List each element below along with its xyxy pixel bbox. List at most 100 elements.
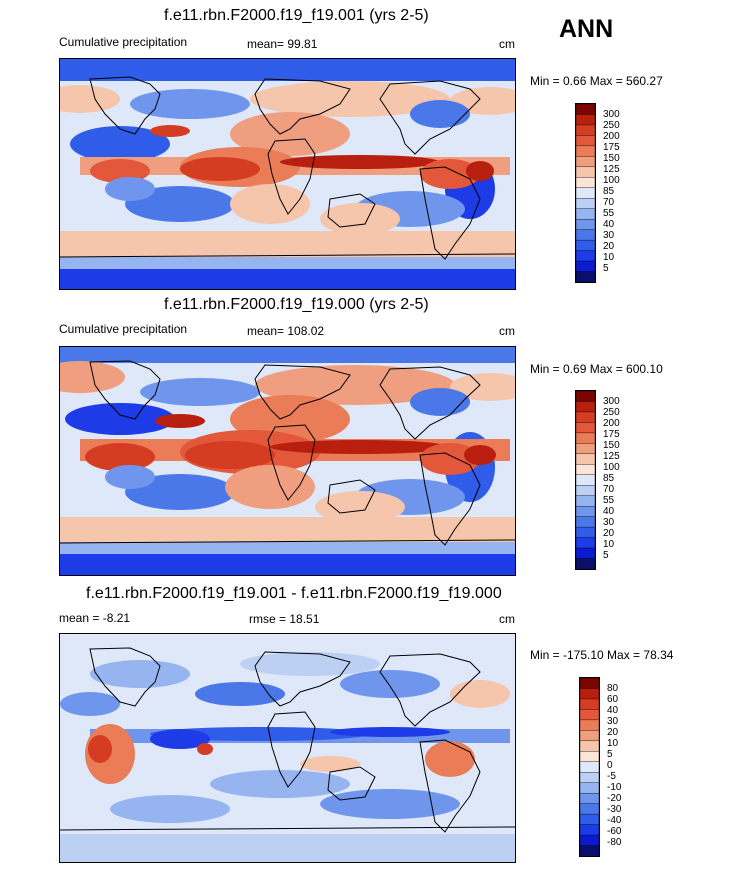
panel-2-cb-label: 10: [603, 539, 615, 550]
season-label: ANN: [559, 15, 614, 43]
colorbar-swatch: [575, 505, 596, 518]
colorbar-swatch: [575, 124, 596, 137]
colorbar-swatch: [579, 813, 600, 826]
colorbar-swatch: [575, 156, 596, 168]
panel-1-map-field: [60, 59, 515, 289]
panel-3-cb-label: 5: [607, 749, 613, 760]
panel-2-cb-label: 125: [603, 451, 620, 462]
panel-3-mean-label: mean = -8.21: [59, 611, 131, 625]
colorbar-swatch: [575, 103, 596, 116]
panel-1-colorbar-swatches: [575, 103, 596, 283]
colorbar-swatch: [575, 432, 596, 445]
panel-2-cb-label: 300: [603, 396, 620, 407]
panel-3-minmax: Min = -175.10 Max = 78.34: [530, 648, 674, 662]
panel-1-cb-label: 85: [603, 186, 615, 197]
panel-3-map-field: [60, 634, 515, 862]
panel-2-mean-label: mean= 108.02: [247, 324, 325, 338]
panel-3-cb-label: 0: [607, 760, 613, 771]
panel-2-cb-label: 100: [603, 462, 620, 473]
colorbar-swatch: [575, 114, 596, 126]
colorbar-swatch: [575, 537, 596, 549]
panel-2-cb-label: 55: [603, 495, 615, 506]
colorbar-swatch: [575, 166, 596, 178]
colorbar-swatch: [575, 443, 596, 455]
panel-2-cb-label: 70: [603, 484, 615, 495]
panel-1-cb-label: 175: [603, 142, 620, 153]
panel-3-rmse-label: rmse = 18.51: [249, 612, 320, 626]
colorbar-swatch: [579, 845, 600, 857]
colorbar-swatch: [575, 177, 596, 189]
colorbar-swatch: [579, 834, 600, 847]
colorbar-swatch: [575, 485, 596, 497]
panel-2-colorbar: [575, 390, 596, 570]
panel-1-map: [59, 58, 516, 290]
panel-3-colorbar-swatches: [579, 677, 600, 857]
panel-1-minmax: Min = 0.66 Max = 560.27: [530, 74, 663, 88]
colorbar-swatch: [575, 239, 596, 252]
colorbar-swatch: [579, 761, 600, 773]
colorbar-swatch: [579, 730, 600, 742]
colorbar-swatch: [575, 558, 596, 570]
panel-1-cb-label: 40: [603, 219, 615, 230]
panel-2-cb-label: 175: [603, 429, 620, 440]
panel-1-cb-label: 250: [603, 120, 620, 131]
colorbar-swatch: [575, 145, 596, 158]
colorbar-swatch: [575, 208, 596, 220]
panel-3-cb-label: 30: [607, 716, 619, 727]
panel-3-map: [59, 633, 516, 863]
panel-1-cb-label: 20: [603, 241, 615, 252]
colorbar-swatch: [579, 719, 600, 732]
colorbar-swatch: [579, 772, 600, 784]
colorbar-swatch: [575, 229, 596, 241]
panel-1-cb-label: 125: [603, 164, 620, 175]
colorbar-swatch: [575, 218, 596, 231]
panel-1-cb-label: 55: [603, 208, 615, 219]
panel-2-title: f.e11.rbn.F2000.f19_f19.000 (yrs 2-5): [164, 296, 429, 313]
panel-2-cb-label: 250: [603, 407, 620, 418]
panel-1-cb-label: 70: [603, 197, 615, 208]
colorbar-swatch: [575, 401, 596, 413]
panel-2-cb-label: 40: [603, 506, 615, 517]
panel-1-cb-label: 30: [603, 230, 615, 241]
colorbar-swatch: [579, 803, 600, 815]
panel-1-cb-label: 5: [603, 263, 609, 274]
panel-1-cb-label: 300: [603, 109, 620, 120]
colorbar-swatch: [579, 751, 600, 763]
colorbar-swatch: [579, 740, 600, 752]
panel-3-colorbar: [579, 677, 600, 857]
panel-2-cb-label: 5: [603, 550, 609, 561]
panel-1-cb-label: 10: [603, 252, 615, 263]
colorbar-swatch: [579, 792, 600, 805]
panel-2-minmax: Min = 0.69 Max = 600.10: [530, 362, 663, 376]
colorbar-swatch: [575, 464, 596, 476]
panel-2-map: [59, 346, 516, 576]
panel-1-left-label: Cumulative precipitation: [59, 35, 188, 49]
colorbar-swatch: [575, 547, 596, 560]
panel-2-colorbar-swatches: [575, 390, 596, 570]
panel-2-cb-label: 20: [603, 528, 615, 539]
panel-3-cb-label: -5: [607, 771, 616, 782]
panel-3-cb-label: -30: [607, 804, 622, 815]
colorbar-swatch: [575, 260, 596, 273]
panel-3-cb-label: 10: [607, 738, 619, 749]
panel-3-cb-label: 20: [607, 727, 619, 738]
panel-2-cb-label: 30: [603, 517, 615, 528]
panel-3-units: cm: [499, 612, 515, 626]
panel-1-units: cm: [499, 37, 515, 51]
panel-1-cb-label: 100: [603, 175, 620, 186]
colorbar-swatch: [575, 390, 596, 403]
colorbar-swatch: [579, 677, 600, 690]
panel-1-colorbar: [575, 103, 596, 283]
panel-3-cb-label: 80: [607, 683, 619, 694]
colorbar-swatch: [575, 198, 596, 210]
panel-1-title: f.e11.rbn.F2000.f19_f19.001 (yrs 2-5): [164, 7, 429, 24]
colorbar-swatch: [579, 688, 600, 700]
colorbar-swatch: [579, 698, 600, 711]
colorbar-swatch: [575, 250, 596, 262]
colorbar-swatch: [575, 453, 596, 465]
panel-3-cb-label: -20: [607, 793, 622, 804]
colorbar-swatch: [575, 495, 596, 507]
panel-2-units: cm: [499, 324, 515, 338]
panel-3-cb-label: 40: [607, 705, 619, 716]
colorbar-swatch: [579, 782, 600, 794]
